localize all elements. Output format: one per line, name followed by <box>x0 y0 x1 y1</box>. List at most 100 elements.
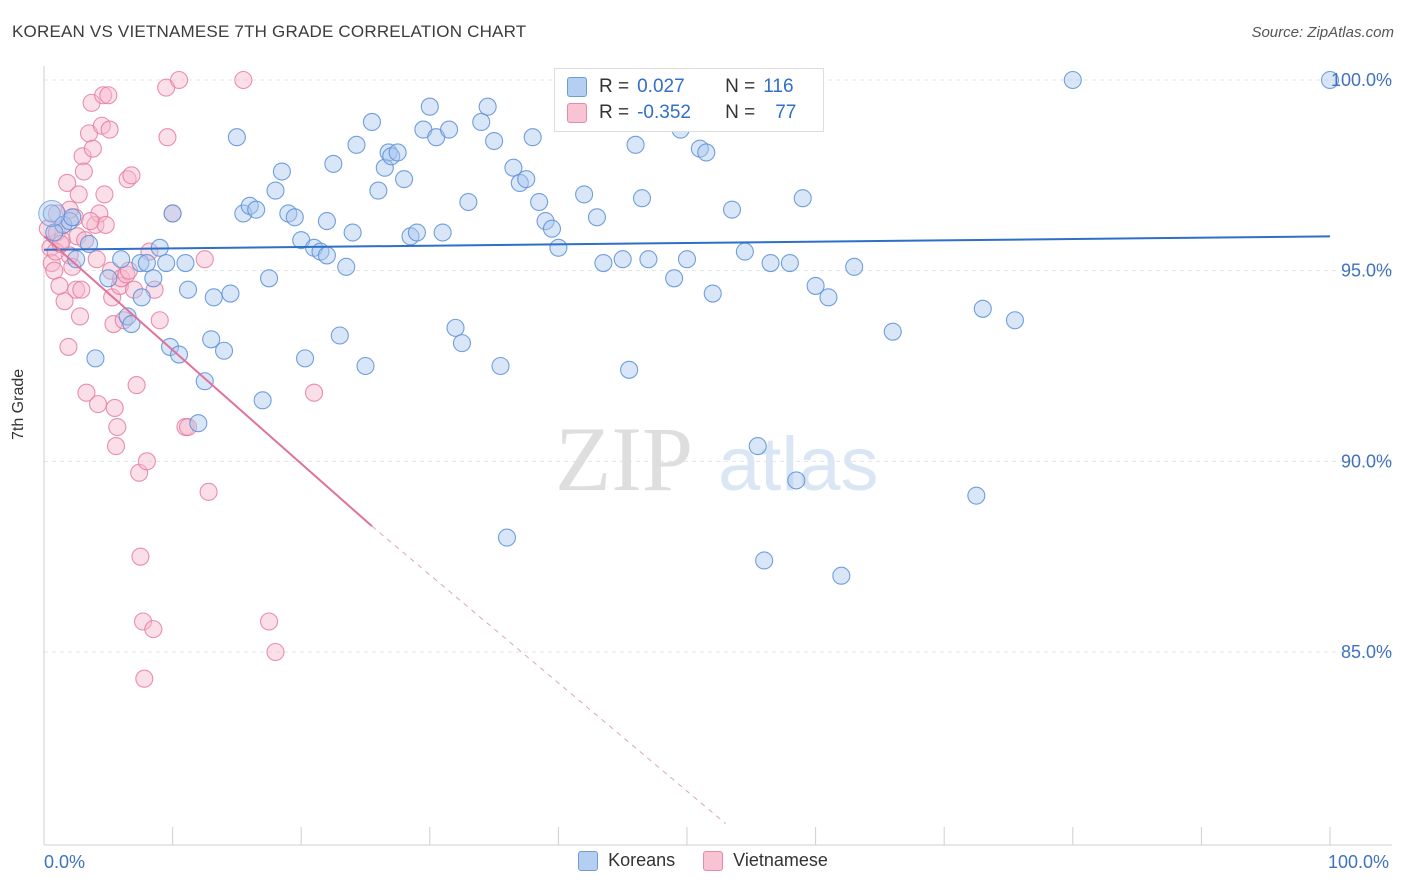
vietnamese-point-38 <box>106 437 126 456</box>
vietnamese-point-5 <box>50 276 69 295</box>
y-tick-label-3: 100.0% <box>1331 70 1392 90</box>
vietnamese-point-9 <box>58 173 77 193</box>
korean-point-107 <box>967 486 986 505</box>
korean-point-46 <box>347 135 366 154</box>
korean-point-106 <box>883 322 902 341</box>
korean-point-90 <box>677 250 697 269</box>
trend-lines <box>43 235 1331 824</box>
series-legend-vietnamese[interactable]: Vietnamese <box>703 850 828 871</box>
vietnamese-point-29 <box>94 86 113 105</box>
y-tick-label-2: 95.0% <box>1341 261 1392 281</box>
korean-point-114 <box>317 212 336 231</box>
korean-point-31 <box>253 391 272 410</box>
watermark-atlas: atlas <box>718 422 879 507</box>
korean-point-100 <box>787 471 806 490</box>
korean-point-38 <box>296 349 315 368</box>
korean-point-0 <box>42 204 61 223</box>
korean-point-65 <box>472 112 491 131</box>
vietnamese-point-74 <box>81 212 100 231</box>
vietnamese-point-63 <box>178 417 198 437</box>
x-tick-label-min: 0.0% <box>44 852 86 872</box>
y-tick-label-0: 85.0% <box>1341 642 1392 662</box>
korean-point-44 <box>337 257 356 276</box>
korean-point-85 <box>626 135 645 154</box>
korean-point-93 <box>703 284 722 303</box>
korean-point-84 <box>620 360 639 379</box>
source-credit: Source: ZipAtlas.com <box>1251 24 1394 41</box>
korean-point-111 <box>1320 70 1340 90</box>
korean-point-50 <box>375 158 394 177</box>
korean-point-62 <box>446 318 465 337</box>
korean-point-109 <box>1005 311 1024 330</box>
vietnamese-trend-extension <box>371 525 726 824</box>
watermark-zip: ZIP <box>555 408 693 510</box>
korean-point-23 <box>202 330 221 349</box>
korean-point-11 <box>132 288 151 307</box>
vietnamese-point-37 <box>105 398 124 417</box>
korean-point-49 <box>369 181 388 200</box>
vietnamese-point-24 <box>83 139 102 158</box>
korean-point-48 <box>362 112 381 131</box>
korean-point-80 <box>575 185 594 204</box>
korean-point-34 <box>272 162 291 181</box>
series-legend: Koreans Vietnamese <box>0 850 1406 871</box>
korean-point-22 <box>195 372 214 391</box>
x-tick-label-max: 100.0% <box>1328 852 1390 872</box>
korean-point-113 <box>63 208 82 227</box>
korean-point-112 <box>45 223 64 242</box>
korean-point-69 <box>497 528 517 547</box>
korean-point-27 <box>227 128 246 147</box>
korean-point-58 <box>420 97 439 116</box>
korean-point-87 <box>639 250 658 269</box>
vietnamese-point-57 <box>150 311 169 330</box>
vietnamese-point-52 <box>135 669 154 688</box>
korean-point-17 <box>163 204 182 223</box>
vietnamese-point-31 <box>96 215 115 234</box>
korean-point-88 <box>665 269 684 288</box>
series-legend-vietnamese-swatch <box>703 850 724 871</box>
korean-point-86 <box>632 189 652 208</box>
korean-point-60 <box>433 223 452 242</box>
vietnamese-point-47 <box>124 280 144 299</box>
korean-point-68 <box>491 356 510 376</box>
vietnamese-point-68 <box>266 642 285 662</box>
koreans-n-value: 116 <box>763 76 794 97</box>
vietnamese-point-76 <box>69 185 88 204</box>
grid-layer <box>44 79 1392 653</box>
korean-trend-line <box>43 235 1331 251</box>
vietnamese-point-51 <box>133 612 153 631</box>
koreans-n-label: N = <box>725 76 756 97</box>
watermark: ZIP atlas <box>555 408 879 510</box>
korean-point-47 <box>356 356 375 376</box>
chart-title: KOREAN VS VIETNAMESE 7TH GRADE CORRELATI… <box>12 22 527 41</box>
vietnamese-point-61 <box>169 70 189 90</box>
series-legend-koreans-swatch <box>578 850 599 871</box>
korean-point-96 <box>748 437 767 456</box>
korean-point-61 <box>440 120 459 139</box>
korean-point-103 <box>819 288 838 307</box>
korean-point-19 <box>176 253 195 273</box>
vietnamese-point-10 <box>59 337 78 356</box>
y-tick-label-1: 90.0% <box>1341 451 1392 471</box>
vietnamese-point-16 <box>70 307 90 326</box>
korean-point-6 <box>99 269 118 288</box>
korean-point-33 <box>266 181 285 200</box>
vietnamese-point-8 <box>55 292 74 311</box>
legend-row-koreans: R = 0.027 N = 116 <box>567 74 794 100</box>
vietnamese-n-label: N = <box>725 102 756 123</box>
vietnamese-point-30 <box>95 185 114 204</box>
vietnamese-point-39 <box>108 417 127 437</box>
korean-point-13 <box>144 269 163 288</box>
korean-point-41 <box>317 246 336 265</box>
series-legend-koreans[interactable]: Koreans <box>578 850 675 871</box>
koreans-r-value: 0.027 <box>637 76 685 97</box>
korean-point-104 <box>832 566 851 585</box>
korean-point-42 <box>324 154 343 173</box>
vietnamese-point-75 <box>87 250 106 269</box>
vietnamese-point-53 <box>137 452 156 471</box>
vietnamese-r-value: -0.352 <box>637 102 691 123</box>
korean-point-45 <box>343 223 362 242</box>
vietnamese-point-36 <box>104 315 123 334</box>
korean-point-30 <box>247 200 266 219</box>
